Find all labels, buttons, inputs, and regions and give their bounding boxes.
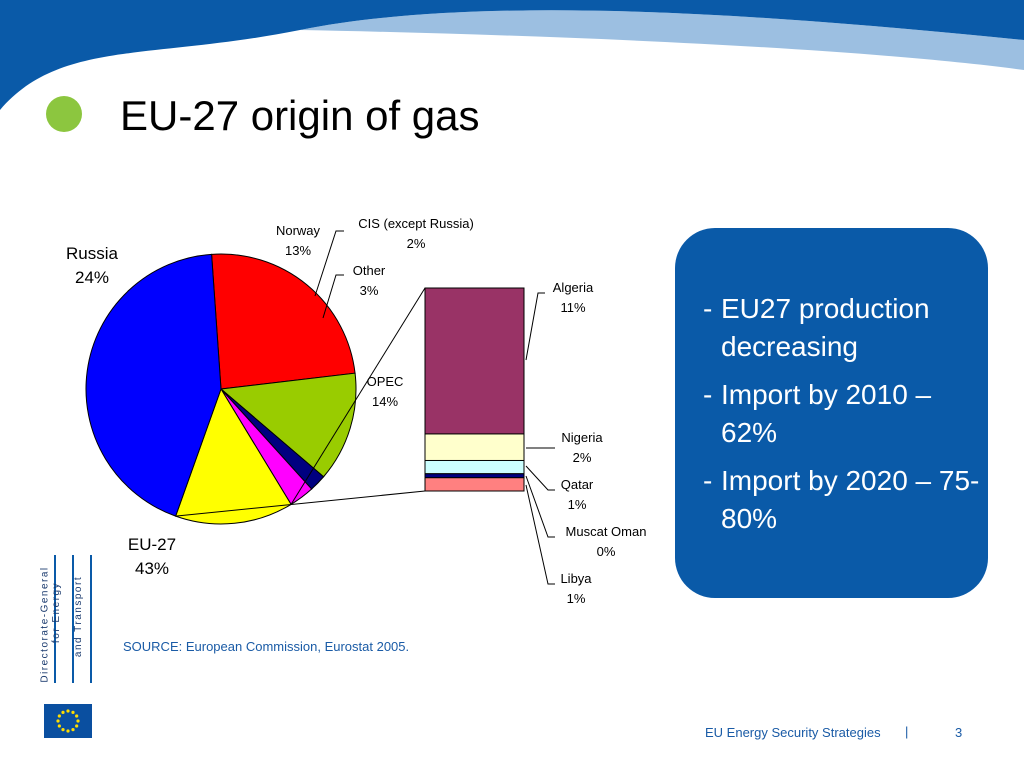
- star-icon: [61, 710, 65, 714]
- label-norway-name: Norway: [276, 223, 321, 238]
- leader-qatar: [525, 465, 555, 491]
- eu-flag-icon: [44, 704, 92, 738]
- connector-line-bottom: [175, 490, 426, 517]
- bar-group: [424, 287, 525, 492]
- label-other-value: 3%: [360, 283, 379, 298]
- leader-libya: [525, 484, 555, 585]
- label-qatar-value: 1%: [568, 497, 587, 512]
- label-algeria-value: 11%: [560, 300, 585, 315]
- pie-group: [85, 253, 357, 525]
- star-icon: [66, 709, 70, 713]
- label-algeria-name: Algeria: [553, 280, 594, 295]
- pie-slice-eu-27: [85, 253, 222, 517]
- star-icon: [57, 714, 61, 718]
- chart-labels: Russia 24% Norway 13% CIS (except Russia) 2% O…: [66, 216, 646, 606]
- bar-segment-nigeria: [424, 433, 525, 461]
- callout-item: - Import by 2020 – 75-80%: [703, 462, 983, 538]
- header-banner: [0, 0, 1024, 110]
- label-muscat-oman-name: Muscat Oman: [566, 524, 647, 539]
- logo-rule: [72, 555, 74, 683]
- eu-stars: [56, 709, 80, 733]
- leader-algeria: [525, 292, 545, 361]
- label-other-name: Other: [353, 263, 386, 278]
- label-libya-name: Libya: [560, 571, 592, 586]
- label-eu-27-name: EU-27: [128, 535, 176, 554]
- label-norway-value: 13%: [285, 243, 311, 258]
- footer-title: EU Energy Security Strategies: [705, 725, 881, 740]
- bar-segment-qatar: [424, 459, 525, 475]
- bar-segment-muscat-oman: [424, 473, 525, 479]
- label-russia-value: 24%: [75, 268, 109, 287]
- connector-lines: [175, 287, 426, 517]
- label-nigeria-value: 2%: [573, 450, 592, 465]
- logo-text: and Transport: [73, 575, 85, 658]
- footer-separator: |: [905, 724, 909, 739]
- star-icon: [76, 719, 80, 723]
- star-icon: [57, 724, 61, 728]
- label-libya-value: 1%: [567, 591, 586, 606]
- callout-item: - Import by 2010 – 62%: [703, 376, 983, 452]
- callout-box: - EU27 production decreasing - Import by 2…: [675, 228, 988, 598]
- label-opec-value: 14%: [372, 394, 398, 409]
- dash-bullet: -: [703, 293, 713, 324]
- label-nigeria-name: Nigeria: [561, 430, 603, 445]
- star-icon: [75, 714, 79, 718]
- callout-text: Import by 2020 – 75-80%: [721, 465, 980, 534]
- logo-text: Directorate-General: [39, 566, 51, 683]
- connector-line-top: [290, 287, 426, 505]
- title-bullet-icon: [46, 96, 82, 132]
- logo-rule: [90, 555, 92, 683]
- pie-slice-cis-except-russia: [220, 388, 325, 490]
- label-cis-except-russia-value: 2%: [407, 236, 426, 251]
- leader-muscat-oman: [525, 475, 555, 538]
- bar-segment-libya: [424, 477, 525, 492]
- star-icon: [61, 728, 65, 732]
- callout-text: EU27 production decreasing: [721, 293, 930, 362]
- label-cis-except-russia-name: CIS (except Russia): [358, 216, 474, 231]
- label-eu-27-value: 43%: [135, 559, 169, 578]
- leader-other: [322, 274, 344, 319]
- dg-logo: Directorate-General for Energy and Trans…: [40, 555, 100, 685]
- callout-list: - EU27 production decreasing - Import by 2…: [703, 290, 983, 548]
- logo-text: for Energy: [51, 581, 63, 644]
- source-note: SOURCE: European Commission, Eurostat 20…: [123, 639, 410, 654]
- label-qatar-name: Qatar: [561, 477, 594, 492]
- bar-segment-algeria: [424, 287, 525, 435]
- callout-item: - EU27 production decreasing: [703, 290, 983, 366]
- callout-text: Import by 2010 – 62%: [721, 379, 932, 448]
- pie-slice-other: [220, 388, 313, 506]
- pie-slice-opec: [174, 387, 292, 525]
- leader-lines: [314, 230, 555, 585]
- dash-bullet: -: [703, 379, 713, 410]
- star-icon: [71, 728, 75, 732]
- label-russia-name: Russia: [66, 244, 119, 263]
- leader-cis-except-russia: [314, 230, 344, 297]
- dash-bullet: -: [703, 465, 713, 496]
- label-muscat-oman-value: 0%: [597, 544, 616, 559]
- star-icon: [71, 710, 75, 714]
- pie-slice-russia: [211, 253, 356, 390]
- slide-title: EU-27 origin of gas: [120, 92, 480, 139]
- page-number: 3: [955, 725, 963, 740]
- star-icon: [66, 729, 70, 733]
- pie-slice-norway: [219, 372, 357, 478]
- star-icon: [75, 724, 79, 728]
- label-opec-name: OPEC: [367, 374, 404, 389]
- logo-rule: [54, 555, 56, 683]
- star-icon: [56, 719, 60, 723]
